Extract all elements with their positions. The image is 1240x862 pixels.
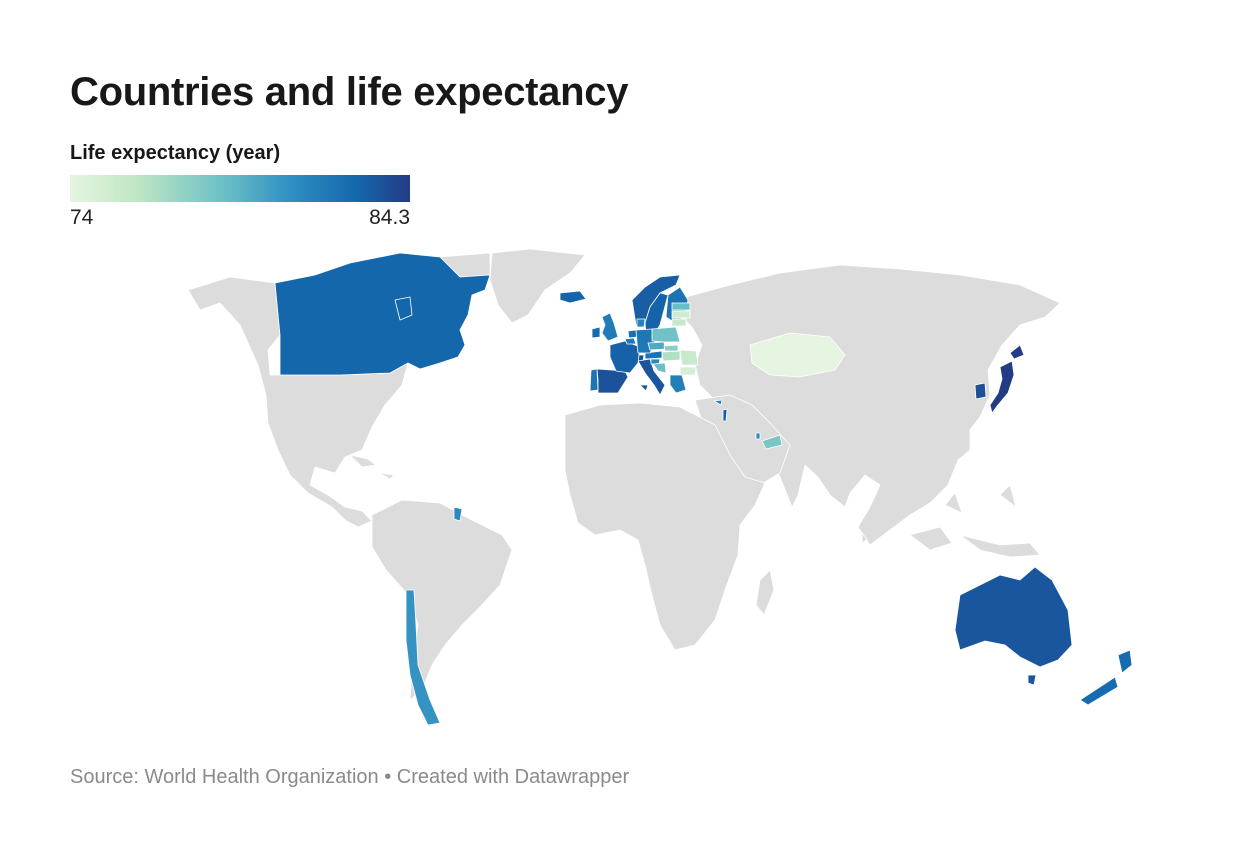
- legend-gradient-bar: [70, 175, 410, 202]
- country-bulgaria[interactable]: Bulgaria: 74.9: [679, 366, 697, 376]
- country-slovakia[interactable]: Slovakia: 77.4: [663, 344, 679, 352]
- chart-title: Countries and life expectancy: [70, 70, 629, 114]
- country-qatar[interactable]: Qatar: 80.2: [755, 432, 761, 440]
- south-america-landmass: [371, 499, 513, 701]
- country-japan[interactable]: Japan: 84.3: [989, 344, 1025, 414]
- africa-landmass: [564, 402, 766, 651]
- southeast-asia-islands: [909, 484, 1041, 558]
- country-poland[interactable]: Poland: 78: [651, 326, 681, 343]
- country-canada[interactable]: Canada: 82.2: [274, 252, 491, 376]
- country-united-kingdom[interactable]: United Kingdom: 81.2: [601, 312, 619, 342]
- country-czechia[interactable]: Czechia: 79.1: [647, 341, 666, 351]
- country-greece[interactable]: Greece: 81: [669, 374, 687, 394]
- country-french-guiana[interactable]: French Guiana: 80.5: [453, 506, 463, 522]
- greenland: [489, 248, 586, 324]
- countries-with-data: Japan: 84.3South Korea: 83.3 Spain: 83.2 S…: [274, 252, 1133, 726]
- country-lithuania[interactable]: Lithuania: 75.7: [671, 318, 687, 327]
- country-south-korea[interactable]: South Korea: 83.3: [974, 382, 987, 400]
- country-denmark[interactable]: Denmark: 80.8: [636, 318, 646, 328]
- caribbean-islands: [349, 454, 395, 480]
- country-estonia[interactable]: Estonia: 78.2: [671, 302, 691, 311]
- country-new-zealand[interactable]: New Zealand: 82: [1079, 649, 1133, 706]
- country-belgium[interactable]: Belgium: 81.4: [624, 337, 637, 345]
- country-cyprus[interactable]: Cyprus: 80.8: [713, 399, 723, 406]
- world-map: Japan: 84.3South Korea: 83.3 Spain: 83.2 S…: [187, 248, 1133, 726]
- country-ireland[interactable]: Ireland: 82: [591, 326, 601, 339]
- legend-max-label: 84.3: [369, 206, 410, 229]
- color-legend: Life expectancy (year) 74 84.3: [70, 142, 410, 229]
- sri-lanka: [861, 532, 868, 544]
- country-netherlands[interactable]: Netherlands: 81.8: [627, 329, 638, 339]
- country-israel[interactable]: Israel: 82.6: [722, 408, 728, 422]
- country-chile[interactable]: Chile: 80: [405, 589, 441, 726]
- country-kazakhstan[interactable]: Kazakhstan: 74: [749, 332, 846, 378]
- country-france[interactable]: France: 82.5: [609, 340, 641, 374]
- madagascar: [755, 569, 775, 616]
- legend-min-label: 74: [70, 206, 94, 229]
- country-iceland[interactable]: Iceland: 82.3: [559, 290, 587, 304]
- country-romania[interactable]: Romania: 75.6: [679, 349, 699, 366]
- no-data-landmasses: [187, 248, 1061, 701]
- source-note: Source: World Health Organization • Crea…: [70, 766, 630, 788]
- country-croatia[interactable]: Croatia: 78.2: [652, 362, 667, 374]
- country-portugal[interactable]: Portugal: 81.5: [589, 368, 599, 392]
- country-united-arab-emirates[interactable]: United Arab Emirates: 77.8: [761, 434, 783, 450]
- legend-title: Life expectancy (year): [70, 142, 281, 164]
- country-spain[interactable]: Spain: 83.2: [596, 368, 629, 394]
- country-latvia[interactable]: Latvia: 75.2: [671, 310, 691, 319]
- country-hungary[interactable]: Hungary: 76.4: [661, 350, 681, 362]
- country-australia[interactable]: Australia: 83: [954, 566, 1073, 686]
